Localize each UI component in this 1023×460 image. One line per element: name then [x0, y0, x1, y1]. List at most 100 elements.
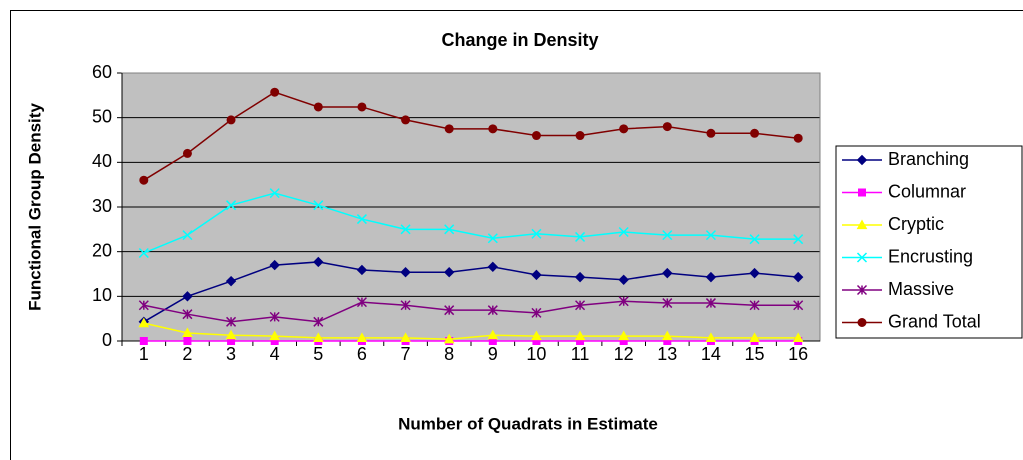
marker — [618, 226, 629, 238]
x-tick-label: 1 — [139, 344, 149, 364]
marker — [400, 300, 411, 311]
x-tick-label: 7 — [401, 344, 411, 364]
x-tick-label: 10 — [526, 344, 546, 364]
marker — [487, 329, 499, 340]
marker — [856, 252, 868, 263]
marker — [269, 259, 280, 271]
series-line — [143, 261, 799, 323]
x-tick-label: 2 — [182, 344, 192, 364]
marker — [574, 271, 586, 283]
marker — [750, 128, 760, 138]
marker — [269, 330, 281, 341]
marker — [226, 316, 237, 327]
y-tick-label: 20 — [92, 240, 112, 260]
marker — [856, 154, 868, 166]
series-line — [143, 91, 799, 181]
marker — [706, 128, 716, 138]
marker — [400, 332, 411, 342]
legend-label: Encrusting — [888, 246, 973, 266]
x-axis-title: Number of Quadrats in Estimate — [398, 414, 658, 433]
marker — [662, 267, 673, 279]
marker — [857, 318, 867, 327]
marker — [575, 300, 586, 311]
marker — [313, 200, 324, 211]
marker — [705, 298, 716, 309]
marker — [792, 271, 804, 283]
marker — [487, 261, 499, 273]
marker — [749, 300, 760, 311]
marker — [488, 124, 498, 134]
marker — [793, 133, 803, 143]
x-tick-label: 12 — [614, 344, 634, 364]
legend — [835, 145, 1023, 339]
marker — [705, 271, 717, 283]
marker — [312, 332, 324, 342]
marker — [182, 291, 193, 302]
marker — [531, 307, 542, 318]
marker — [400, 267, 411, 278]
marker — [182, 309, 193, 320]
series-line — [143, 192, 799, 254]
marker — [749, 267, 760, 279]
marker — [225, 275, 237, 287]
marker — [705, 332, 717, 342]
marker — [858, 188, 866, 197]
marker — [443, 267, 455, 278]
y-tick-label: 10 — [92, 285, 112, 305]
series-line — [143, 300, 799, 323]
legend-label: Columnar — [888, 181, 966, 201]
marker — [856, 284, 868, 296]
marker — [662, 230, 673, 241]
y-tick-label: 40 — [92, 151, 112, 171]
y-tick-label: 30 — [92, 196, 112, 216]
marker — [356, 214, 367, 225]
marker — [139, 337, 148, 345]
marker — [705, 230, 716, 241]
marker — [444, 124, 454, 134]
marker — [575, 231, 586, 242]
marker — [619, 124, 629, 134]
marker — [401, 115, 411, 125]
x-tick-label: 5 — [313, 344, 323, 364]
marker — [225, 329, 237, 340]
marker — [487, 233, 498, 244]
marker — [269, 311, 280, 322]
x-tick-label: 15 — [745, 344, 765, 364]
marker — [313, 256, 324, 268]
legend-label: Grand Total — [888, 311, 981, 331]
x-tick-label: 6 — [357, 344, 367, 364]
marker — [356, 297, 367, 308]
y-tick-label: 0 — [102, 330, 112, 350]
marker — [793, 300, 804, 311]
marker — [270, 87, 280, 97]
marker — [226, 115, 236, 125]
chart-title: Change in Density — [441, 30, 598, 50]
x-tick-label: 8 — [444, 344, 454, 364]
marker — [856, 219, 868, 230]
legend-label: Massive — [888, 279, 954, 299]
marker — [139, 175, 149, 185]
marker — [749, 234, 760, 245]
marker — [138, 247, 149, 259]
marker — [357, 102, 367, 112]
x-tick-label: 13 — [657, 344, 677, 364]
marker — [487, 305, 498, 316]
series-line — [143, 322, 799, 340]
marker — [531, 131, 541, 141]
marker — [400, 224, 411, 235]
marker — [183, 337, 192, 345]
y-tick-label: 60 — [92, 62, 112, 82]
marker — [182, 148, 192, 158]
x-tick-label: 14 — [701, 344, 721, 364]
marker — [269, 188, 280, 199]
marker — [313, 102, 323, 112]
marker — [182, 230, 193, 241]
x-tick-label: 11 — [571, 344, 590, 364]
x-tick-label: 3 — [226, 344, 236, 364]
marker — [661, 330, 673, 341]
marker — [749, 332, 760, 342]
x-tick-label: 4 — [270, 344, 280, 364]
legend-label: Cryptic — [888, 214, 944, 234]
marker — [313, 316, 324, 327]
legend-label: Branching — [888, 149, 969, 169]
